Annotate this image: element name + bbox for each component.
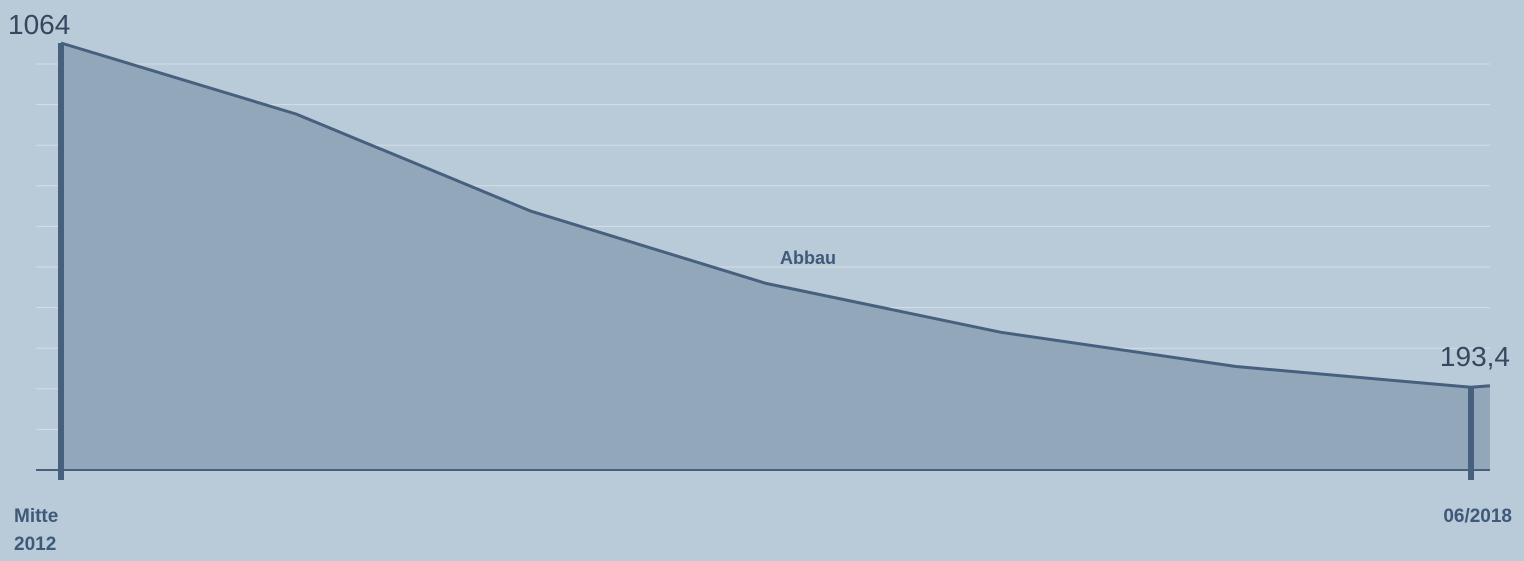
axis-layer (36, 43, 1490, 480)
x-tick-label-start: Mitte 2012 (14, 506, 58, 555)
data-label-start: 1064 (8, 9, 70, 40)
annotation-label: Abbau (780, 248, 836, 268)
label-layer: 1064 193,4 Abbau Mitte 2012 06/2018 (8, 9, 1512, 555)
x-tick-label-line: 2012 (14, 534, 56, 555)
data-label-end: 193,4 (1440, 341, 1510, 372)
x-tick-label-end: 06/2018 (1443, 506, 1512, 527)
x-tick-label-line: Mitte (14, 506, 58, 527)
area-layer (60, 41, 1491, 470)
series-line (60, 41, 1491, 389)
area-fill (61, 43, 1490, 470)
